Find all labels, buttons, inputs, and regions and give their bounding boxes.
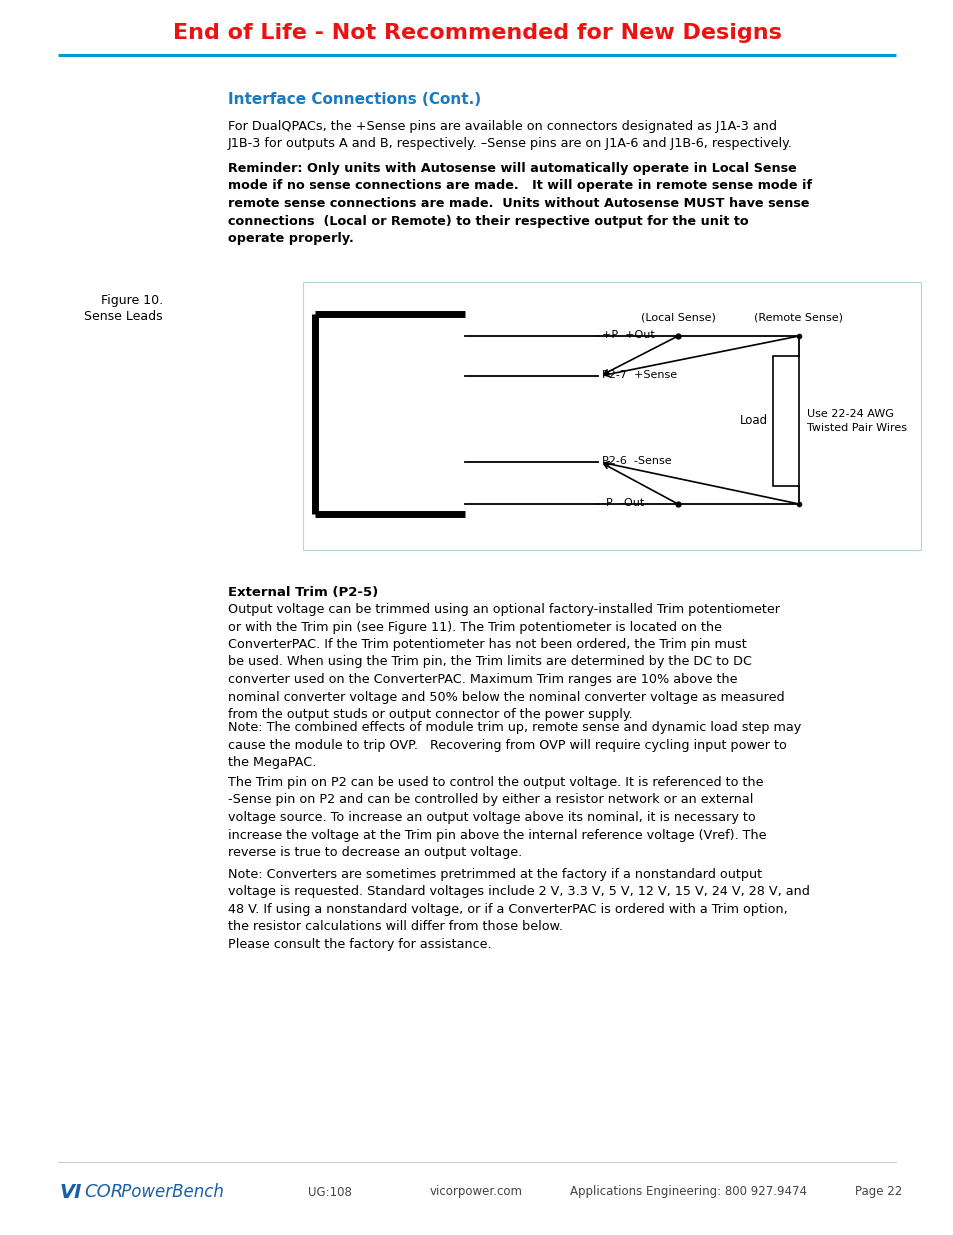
- Text: External Trim (P2-5): External Trim (P2-5): [228, 585, 377, 599]
- Text: For DualQPACs, the +Sense pins are available on connectors designated as J1A-3 a: For DualQPACs, the +Sense pins are avail…: [228, 120, 792, 151]
- Text: Figure 10.: Figure 10.: [101, 294, 163, 308]
- Text: COR: COR: [84, 1183, 123, 1200]
- Text: Sense Leads: Sense Leads: [84, 310, 163, 324]
- Text: Use 22-24 AWG
Twisted Pair Wires: Use 22-24 AWG Twisted Pair Wires: [806, 409, 906, 432]
- Text: vicorpower.com: vicorpower.com: [430, 1186, 522, 1198]
- Bar: [772, 356, 799, 487]
- Text: VI: VI: [60, 1182, 82, 1202]
- Text: Note: Converters are sometimes pretrimmed at the factory if a nonstandard output: Note: Converters are sometimes pretrimme…: [228, 868, 809, 951]
- Text: Page 22: Page 22: [854, 1186, 902, 1198]
- Text: -P  -Out: -P -Out: [601, 498, 643, 508]
- Text: (Local Sense): (Local Sense): [639, 312, 715, 322]
- Text: UG:108: UG:108: [308, 1186, 352, 1198]
- Text: +P  +Out: +P +Out: [601, 330, 654, 340]
- Text: Applications Engineering: 800 927.9474: Applications Engineering: 800 927.9474: [569, 1186, 806, 1198]
- Text: (Remote Sense): (Remote Sense): [754, 312, 842, 322]
- Text: Note: The combined effects of module trim up, remote sense and dynamic load step: Note: The combined effects of module tri…: [228, 721, 801, 769]
- Text: Interface Connections (Cont.): Interface Connections (Cont.): [228, 91, 480, 107]
- Bar: [303, 282, 920, 550]
- Text: The Trim pin on P2 can be used to control the output voltage. It is referenced t: The Trim pin on P2 can be used to contro…: [228, 776, 765, 860]
- Text: P2-6  -Sense: P2-6 -Sense: [601, 456, 671, 466]
- Text: Reminder: Only units with Autosense will automatically operate in Local Sense
mo: Reminder: Only units with Autosense will…: [228, 162, 811, 245]
- Text: End of Life - Not Recommended for New Designs: End of Life - Not Recommended for New De…: [172, 23, 781, 43]
- Text: Output voltage can be trimmed using an optional factory-installed Trim potentiom: Output voltage can be trimmed using an o…: [228, 603, 783, 721]
- Text: P2-7  +Sense: P2-7 +Sense: [601, 370, 677, 380]
- Text: Load: Load: [740, 415, 767, 427]
- Text: PowerBench: PowerBench: [116, 1183, 224, 1200]
